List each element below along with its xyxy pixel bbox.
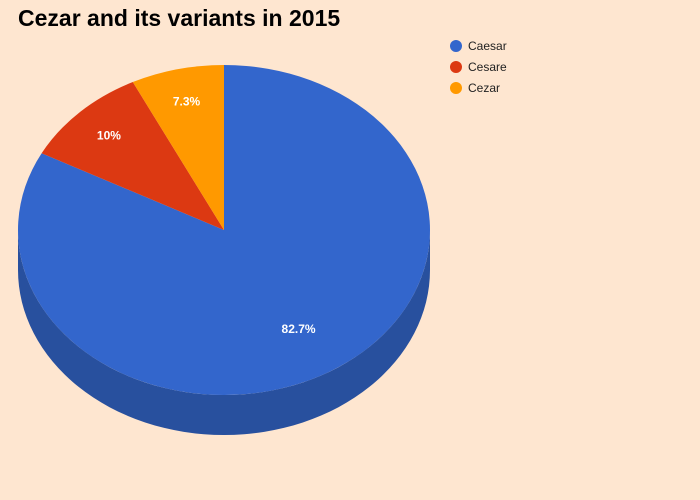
legend-item-cesare[interactable]: Cesare	[450, 56, 507, 77]
legend-label-cesare: Cesare	[468, 59, 507, 74]
chart-title: Cezar and its variants in 2015	[18, 5, 341, 31]
legend-item-caesar[interactable]: Caesar	[450, 35, 507, 56]
slice-label-cesare: 10%	[97, 128, 121, 142]
slice-label-cezar: 7.3%	[173, 94, 201, 108]
pie-slice-cezar[interactable]	[132, 65, 224, 230]
legend-item-cezar[interactable]: Cezar	[450, 77, 507, 98]
legend-label-cezar: Cezar	[468, 80, 501, 95]
pie-slice-cesare[interactable]	[41, 82, 224, 230]
legend-swatch-cesare	[450, 60, 462, 73]
legend: Caesar Cesare Cezar	[450, 35, 507, 98]
legend-label-caesar: Caesar	[468, 38, 507, 53]
pie-slice-caesar[interactable]	[17, 65, 431, 395]
pie-side-caesar	[18, 230, 430, 435]
slice-label-caesar: 82.7%	[282, 322, 316, 336]
legend-swatch-cezar	[450, 81, 462, 94]
legend-swatch-caesar	[450, 39, 462, 52]
